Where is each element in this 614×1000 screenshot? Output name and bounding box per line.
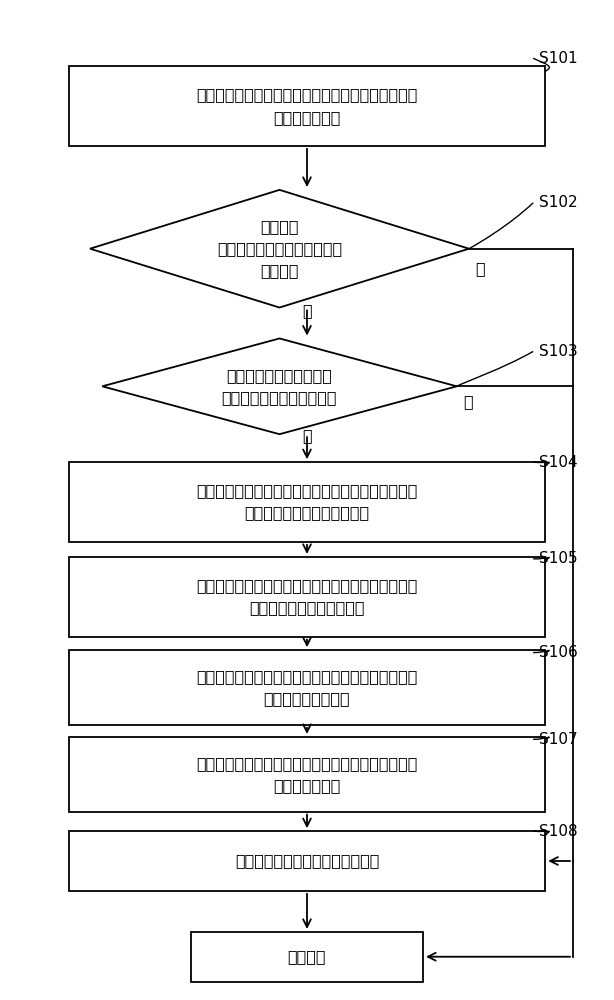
Text: 根据所述第一认证信息和所述第二认证信息对所述用
户设备进行身份认证: 根据所述第一认证信息和所述第二认证信息对所述用 户设备进行身份认证 bbox=[196, 669, 418, 706]
Text: S108: S108 bbox=[539, 824, 578, 839]
Text: 向所述用户设备提供频谱购买业务: 向所述用户设备提供频谱购买业务 bbox=[235, 853, 379, 868]
Bar bbox=[69, 557, 545, 637]
Text: 若所述用户设备身份认证通过，则向所述用户设备提
供频谱购买业务: 若所述用户设备身份认证通过，则向所述用户设备提 供频谱购买业务 bbox=[196, 756, 418, 793]
Bar bbox=[69, 66, 545, 146]
Text: S105: S105 bbox=[539, 551, 578, 566]
Text: 否: 否 bbox=[302, 428, 312, 443]
Bar bbox=[69, 462, 545, 542]
Polygon shape bbox=[90, 190, 469, 308]
Text: S103: S103 bbox=[539, 344, 578, 359]
Bar bbox=[191, 932, 423, 982]
Text: S102: S102 bbox=[539, 195, 578, 210]
Text: 是: 是 bbox=[302, 303, 312, 318]
Text: 流程结束: 流程结束 bbox=[288, 949, 326, 964]
Text: 生成随机数，并在区块链中广播携带所述随机数和所
述用户名的用户身份认证请求: 生成随机数，并在区块链中广播携带所述随机数和所 述用户名的用户身份认证请求 bbox=[196, 483, 418, 521]
Text: 接收用户设备广播的频谱购买请求，获取其中的用户
名和区块链标识: 接收用户设备广播的频谱购买请求，获取其中的用户 名和区块链标识 bbox=[196, 87, 418, 125]
Text: S107: S107 bbox=[539, 732, 578, 747]
Bar bbox=[69, 737, 545, 812]
Text: 否: 否 bbox=[475, 261, 484, 276]
Bar bbox=[69, 650, 545, 725]
Text: 接收其他频谱拥有者服务器广播的第一认证信息和用
户设备广播的第二认证信息: 接收其他频谱拥有者服务器广播的第一认证信息和用 户设备广播的第二认证信息 bbox=[196, 578, 418, 615]
Text: 根据所述用户名判断所述
用户设备在本地是否注册过: 根据所述用户名判断所述 用户设备在本地是否注册过 bbox=[222, 368, 337, 405]
Text: S106: S106 bbox=[539, 645, 578, 660]
Text: S101: S101 bbox=[539, 51, 578, 66]
Polygon shape bbox=[103, 338, 457, 434]
Text: 是: 是 bbox=[463, 394, 473, 409]
Text: S104: S104 bbox=[539, 455, 578, 470]
Text: 根据所述
区块链标识判断本设备是否为
购买对象: 根据所述 区块链标识判断本设备是否为 购买对象 bbox=[217, 219, 342, 278]
Bar bbox=[69, 831, 545, 891]
